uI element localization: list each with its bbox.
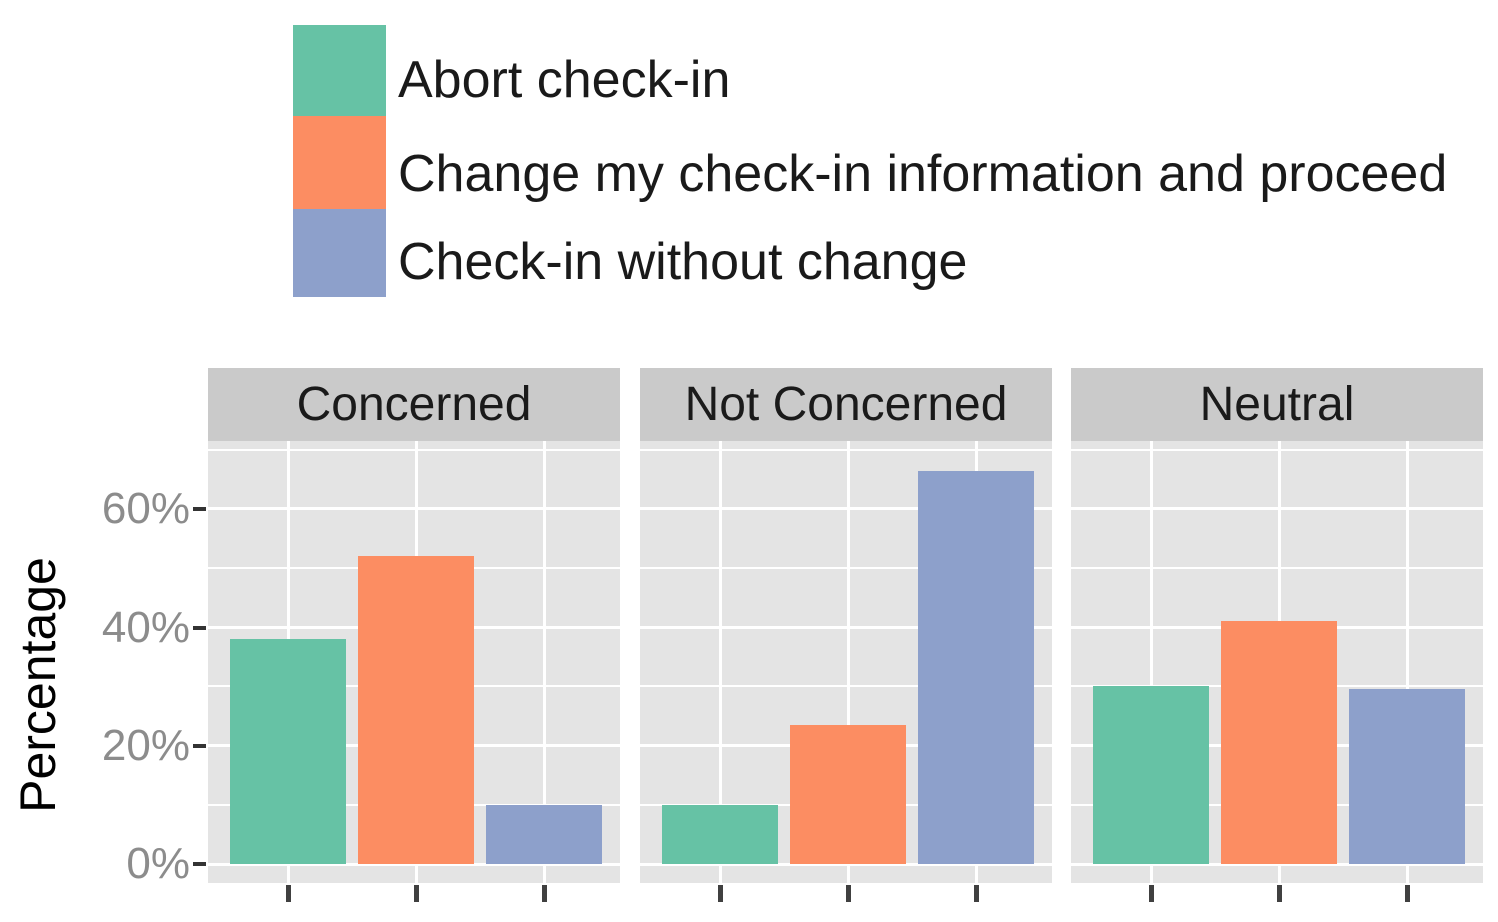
legend-swatch-check-in-without-change	[293, 209, 386, 297]
gridline-major-60	[640, 507, 1052, 510]
x-tick-not-concerned-2	[974, 885, 979, 902]
gridline-vertical-2	[1406, 441, 1409, 883]
facet-strip-concerned: Concerned	[208, 368, 620, 441]
bar-concerned-abort-check-in	[230, 639, 346, 864]
facet-title-concerned: Concerned	[296, 378, 532, 431]
bar-not-concerned-abort-check-in	[662, 805, 778, 864]
legend-label-check-in-without-change: Check-in without change	[398, 233, 968, 291]
legend-label-abort-check-in: Abort check-in	[398, 51, 731, 109]
gridline-major-40	[640, 626, 1052, 629]
gridline-vertical-1	[847, 441, 850, 883]
gridline-major-60	[208, 507, 620, 510]
bar-concerned-change-my-check-in-information-and-proceed	[358, 556, 474, 864]
x-tick-concerned-1	[414, 885, 419, 902]
gridline-minor-50	[640, 567, 1052, 569]
gridline-major-0	[208, 863, 620, 866]
facet-panel-not-concerned	[640, 441, 1052, 883]
bar-not-concerned-check-in-without-change	[918, 471, 1034, 864]
legend-label-change-and-proceed: Change my check-in information and proce…	[398, 145, 1448, 203]
x-tick-not-concerned-1	[846, 885, 851, 902]
bar-neutral-check-in-without-change	[1349, 689, 1465, 864]
facet-title-neutral: Neutral	[1199, 378, 1355, 431]
bar-neutral-abort-check-in	[1093, 686, 1209, 864]
gridline-minor-30	[640, 685, 1052, 687]
gridline-vertical-0	[719, 441, 722, 883]
gridline-major-0	[1071, 863, 1483, 866]
y-tick-mark-0	[193, 862, 206, 866]
gridline-major-0	[640, 863, 1052, 866]
facet-strip-neutral: Neutral	[1071, 368, 1483, 441]
x-tick-neutral-0	[1149, 885, 1154, 902]
bar-neutral-change-my-check-in-information-and-proceed	[1221, 621, 1337, 864]
legend-swatch-change-and-proceed	[293, 116, 386, 209]
y-tick-mark-40	[193, 626, 206, 630]
y-tick-mark-60	[193, 507, 206, 511]
facet-title-not-concerned: Not Concerned	[684, 378, 1008, 431]
x-tick-concerned-2	[542, 885, 547, 902]
x-tick-not-concerned-0	[718, 885, 723, 902]
gridline-vertical-2	[543, 441, 546, 883]
bar-not-concerned-change-my-check-in-information-and-proceed	[790, 725, 906, 864]
y-axis-title: Percentage	[10, 557, 66, 813]
x-tick-neutral-1	[1277, 885, 1282, 902]
x-tick-concerned-0	[286, 885, 291, 902]
legend	[293, 25, 386, 297]
gridline-major-60	[1071, 507, 1483, 510]
y-tick-label-40: 40%	[101, 603, 190, 652]
bar-concerned-check-in-without-change	[486, 805, 602, 864]
y-tick-mark-20	[193, 744, 206, 748]
gridline-minor-70	[640, 449, 1052, 451]
gridline-minor-50	[1071, 567, 1483, 569]
facet-strip-not-concerned: Not Concerned	[640, 368, 1052, 441]
y-tick-label-60: 60%	[101, 484, 190, 533]
legend-swatch-abort-check-in	[293, 25, 386, 116]
y-tick-label-0: 0%	[126, 839, 190, 888]
gridline-minor-70	[1071, 449, 1483, 451]
facet-panel-neutral	[1071, 441, 1483, 883]
gridline-vertical-0	[1150, 441, 1153, 883]
facet-panel-concerned	[208, 441, 620, 883]
gridline-minor-70	[208, 449, 620, 451]
y-tick-label-20: 20%	[101, 721, 190, 770]
x-tick-neutral-2	[1405, 885, 1410, 902]
